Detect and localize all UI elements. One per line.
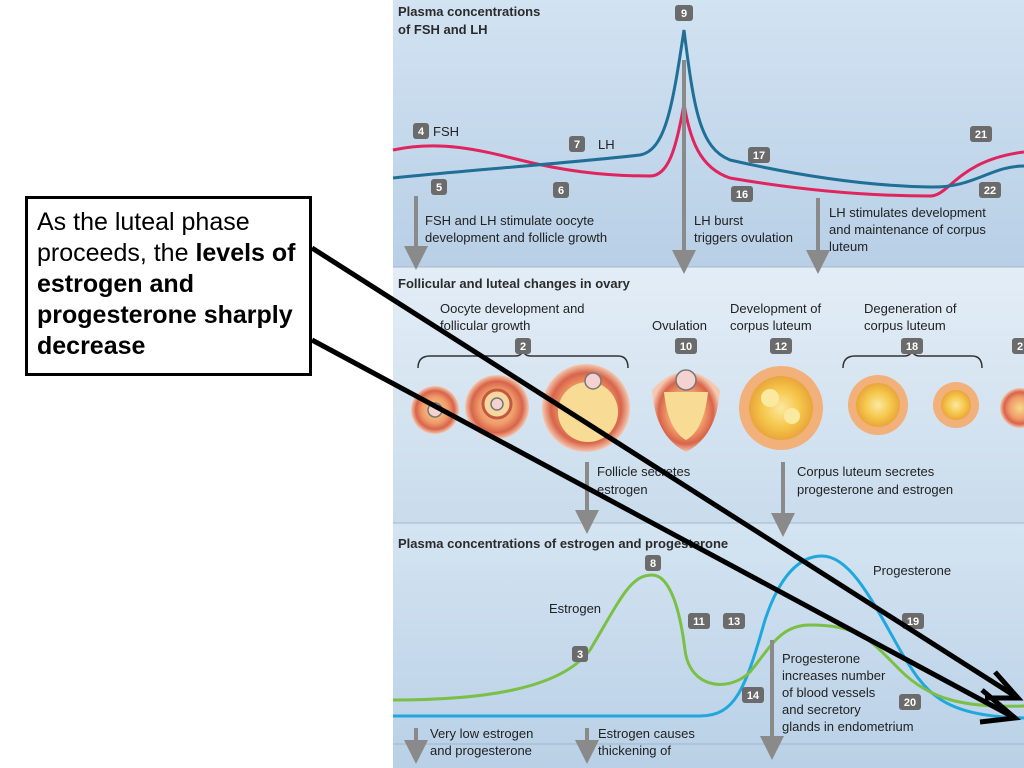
estrogen-thickening-note: thickening of — [598, 743, 671, 758]
lh-label: LH — [598, 137, 615, 152]
progesterone-curve — [393, 554, 1024, 720]
svg-text:7: 7 — [574, 139, 580, 151]
follicle-mature — [542, 364, 630, 452]
degeneration-corpus-luteum-label: corpus luteum — [864, 318, 946, 333]
badge-17: 17 — [748, 147, 770, 163]
follicle-next-cycle — [1000, 388, 1024, 428]
fsh-lh-heading: of FSH and LH — [398, 22, 488, 37]
follicle-small — [411, 386, 459, 434]
callout-text: As the luteal phase proceeds, the — [37, 208, 250, 267]
callout-arrow-estrogen — [310, 245, 1024, 701]
oocyte-development-label: Oocyte development and — [440, 301, 585, 316]
badge-12: 12 — [770, 338, 792, 354]
svg-text:3: 3 — [577, 649, 583, 661]
development-corpus-luteum-label: Development of — [730, 301, 821, 316]
follicle-growth-note: development and follicle growth — [425, 230, 607, 245]
svg-text:9: 9 — [681, 8, 687, 20]
corpus-luteum-developing — [739, 366, 823, 450]
oocyte-development-label: follicular growth — [440, 318, 530, 333]
svg-text:21: 21 — [975, 129, 987, 141]
callout-arrow-progesterone — [310, 337, 1022, 725]
svg-text:18: 18 — [906, 341, 918, 353]
badge-18: 18 — [901, 338, 923, 354]
corpus-secretes-note: progesterone and estrogen — [797, 482, 953, 497]
badge-7: 7 — [569, 136, 585, 152]
low-hormone-note: Very low estrogen — [430, 726, 533, 741]
lh-stimulates-note: LH stimulates development — [829, 205, 986, 220]
svg-text:12: 12 — [775, 341, 787, 353]
follicle-growth-note: FSH and LH stimulate oocyte — [425, 213, 594, 228]
svg-text:20: 20 — [904, 697, 916, 709]
progesterone-note: Progesterone — [782, 651, 860, 666]
svg-text:13: 13 — [728, 616, 740, 628]
follicle-secretes-note: Follicle secretes — [597, 464, 691, 479]
ovary-heading: Follicular and luteal changes in ovary — [398, 276, 631, 291]
estrogen-progesterone-heading: Plasma concentrations of estrogen and pr… — [398, 536, 728, 551]
lh-stimulates-note: and maintenance of corpus — [829, 222, 986, 237]
badge-14: 14 — [742, 687, 764, 703]
badge-13: 13 — [723, 613, 745, 629]
lh-burst-note: LH burst — [694, 213, 744, 228]
degeneration-corpus-luteum-label: Degeneration of — [864, 301, 957, 316]
svg-text:16: 16 — [736, 189, 748, 201]
ovulating-follicle — [652, 369, 720, 452]
badge-4: 4 — [413, 123, 429, 139]
badge-8: 8 — [645, 555, 661, 571]
badge-10: 10 — [675, 338, 697, 354]
badge-partial: 2 — [1012, 338, 1024, 354]
fsh-lh-heading: Plasma concentrations — [398, 4, 540, 19]
corpus-luteum-degenerating — [848, 375, 908, 435]
panel-estrogen-progesterone — [393, 523, 1024, 768]
badge-3: 3 — [572, 646, 588, 662]
callout-emphasis: levels of estrogen and progesterone shar… — [37, 239, 296, 360]
estrogen-label: Estrogen — [549, 601, 601, 616]
low-hormone-note: and progesterone — [430, 743, 532, 758]
callout-box: As the luteal phase proceeds, the levels… — [25, 196, 312, 376]
ovulation-label: Ovulation — [652, 318, 707, 333]
progesterone-note: of blood vessels — [782, 685, 876, 700]
lh-curve — [392, 29, 1024, 189]
follicle-medium — [465, 375, 529, 439]
svg-text:2: 2 — [520, 341, 526, 353]
corpus-albicans — [933, 382, 979, 428]
progesterone-note: glands in endometrium — [782, 719, 914, 734]
svg-text:5: 5 — [436, 182, 442, 194]
svg-text:17: 17 — [753, 150, 765, 162]
svg-text:2: 2 — [1017, 341, 1023, 353]
badge-2: 2 — [515, 338, 531, 354]
panel-fsh-lh — [393, 0, 1024, 267]
badge-21: 21 — [970, 126, 992, 142]
badge-5: 5 — [431, 179, 447, 195]
follicle-secretes-note: estrogen — [597, 482, 648, 497]
progesterone-note: increases number — [782, 668, 886, 683]
development-corpus-luteum-label: corpus luteum — [730, 318, 812, 333]
progesterone-note: and secretory — [782, 702, 861, 717]
estrogen-thickening-note: Estrogen causes — [598, 726, 695, 741]
fsh-label: FSH — [433, 124, 459, 139]
badge-20: 20 — [899, 694, 921, 710]
badge-16: 16 — [731, 186, 753, 202]
svg-text:19: 19 — [907, 616, 919, 628]
badge-22: 22 — [979, 182, 1001, 198]
svg-text:14: 14 — [747, 690, 760, 702]
badge-11: 11 — [688, 613, 710, 629]
svg-text:6: 6 — [558, 185, 564, 197]
svg-text:8: 8 — [650, 558, 656, 570]
lh-stimulates-note: luteum — [829, 239, 868, 254]
svg-text:4: 4 — [418, 126, 425, 138]
svg-text:11: 11 — [693, 616, 705, 628]
svg-text:22: 22 — [984, 185, 996, 197]
progesterone-label: Progesterone — [873, 563, 951, 578]
badge-6: 6 — [553, 182, 569, 198]
badge-9: 9 — [675, 5, 693, 21]
lh-burst-note: triggers ovulation — [694, 230, 793, 245]
svg-text:10: 10 — [680, 341, 692, 353]
corpus-secretes-note: Corpus luteum secretes — [797, 464, 935, 479]
